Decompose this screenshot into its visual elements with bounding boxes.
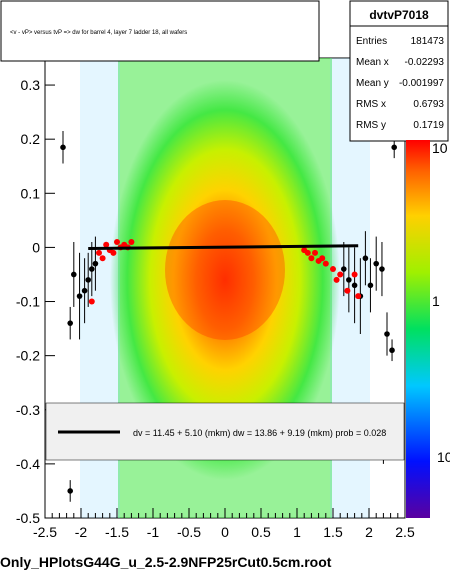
profile-point-red: [351, 271, 358, 278]
profile-point: [346, 277, 352, 283]
y-tick-label: -0.2: [16, 348, 40, 364]
x-tick-label: 0.5: [251, 524, 271, 540]
stats-value: 181473: [411, 36, 445, 47]
profile-point: [60, 144, 66, 151]
profile-point-red: [304, 249, 311, 256]
density-peak: [165, 200, 285, 340]
y-tick-label: -0.4: [16, 456, 40, 472]
profile-point: [362, 255, 369, 262]
profile-point: [76, 293, 83, 299]
title-box: [0, 0, 320, 62]
profile-point: [81, 287, 88, 294]
profile-point-red: [333, 276, 340, 283]
stats-title: dvtvP7018: [369, 8, 429, 22]
profile-point: [379, 266, 385, 272]
profile-point-red: [128, 239, 135, 245]
x-tick-label: 2: [365, 524, 373, 540]
axes: -2.5 -2 -1.5 -1 -0.5 0 0.5 1 1.5 2 2.5 -0.5 -0.4 -0.3…: [16, 77, 415, 540]
profile-point-red: [114, 239, 120, 245]
profile-point: [92, 260, 99, 267]
x-tick-label: 2.5: [395, 524, 415, 540]
profile-point: [373, 260, 380, 267]
y-tick-label: 0.1: [21, 185, 41, 201]
y-tick-label: -0.1: [16, 294, 40, 310]
y-tick-label: -0.3: [16, 402, 40, 418]
stats-label: Entries: [356, 36, 387, 47]
footer-filename: Only_HPlotsG44G_u_2.5-2.9NFP25rCut0.5cm.…: [0, 554, 332, 570]
profile-point-red: [99, 255, 106, 262]
z-axis: 10 1 10: [432, 140, 450, 465]
profile-point-red: [103, 241, 110, 248]
profile-point: [367, 282, 374, 289]
profile-point: [67, 320, 73, 326]
profile-point-red: [110, 249, 117, 256]
profile-point-red: [96, 249, 102, 256]
stats-label: RMS y: [356, 120, 386, 131]
profile-point-red: [308, 255, 315, 262]
title-text: <v - vP> versus tvP => dw for barrel 4, …: [10, 30, 187, 36]
color-palette: [406, 140, 430, 518]
x-tick-label: -2: [75, 524, 88, 540]
profile-point-red: [355, 293, 362, 300]
stats-value: -0.001997: [399, 78, 444, 89]
stats-value: 0.1719: [413, 120, 444, 131]
profile-layer: [60, 131, 398, 502]
x-tick-label: -2.5: [33, 524, 57, 540]
profile-point-red: [337, 271, 344, 278]
profile-point-red: [88, 298, 95, 305]
profile-point-red: [312, 249, 318, 256]
x-tick-label: 1.5: [323, 524, 343, 540]
x-tick-label: -1: [147, 524, 160, 540]
stats-rows: Entries 181473 Mean x -0.02293 Mean y -0.0019…: [356, 36, 444, 131]
x-tick-label: -1.5: [105, 524, 129, 540]
profile-point: [351, 282, 358, 289]
profile-point-red: [344, 287, 351, 294]
profile-point-red: [330, 266, 336, 273]
profile-point: [389, 347, 395, 354]
stats-box: [349, 0, 449, 142]
y-tick-label: -0.5: [16, 510, 40, 526]
profile-point: [384, 331, 390, 337]
stats-value: -0.02293: [405, 57, 445, 68]
z-tick-label: 1: [432, 293, 440, 309]
profile-point: [71, 271, 77, 278]
profile-point-red: [322, 260, 329, 267]
x-tick-label: -0.5: [177, 524, 201, 540]
stats-label: Mean x: [356, 57, 389, 68]
profile-point: [391, 144, 398, 151]
stats-label: RMS x: [356, 99, 386, 110]
profile-point: [67, 488, 73, 494]
stats-value: 0.6793: [413, 99, 444, 110]
stats-label: Mean y: [356, 78, 389, 89]
x-tick-label: 1: [293, 524, 301, 540]
z-tick-label: 10: [437, 449, 450, 465]
profile-point: [85, 277, 91, 283]
fit-line: [88, 244, 359, 250]
density-core: [110, 80, 340, 480]
y-tick-label: 0: [32, 239, 40, 255]
profile-point: [89, 266, 95, 272]
z-tick-label: 10: [432, 140, 448, 156]
profile-point-red: [319, 255, 326, 262]
profile-point: [341, 266, 347, 272]
y-tick-label: 0.3: [21, 77, 41, 93]
y-tick-label: 0.2: [21, 131, 41, 147]
x-tick-label: 0: [221, 524, 229, 540]
fit-legend-text: dv = 11.45 + 5.10 (mkm) dw = 13.86 + 9.1…: [133, 428, 386, 438]
